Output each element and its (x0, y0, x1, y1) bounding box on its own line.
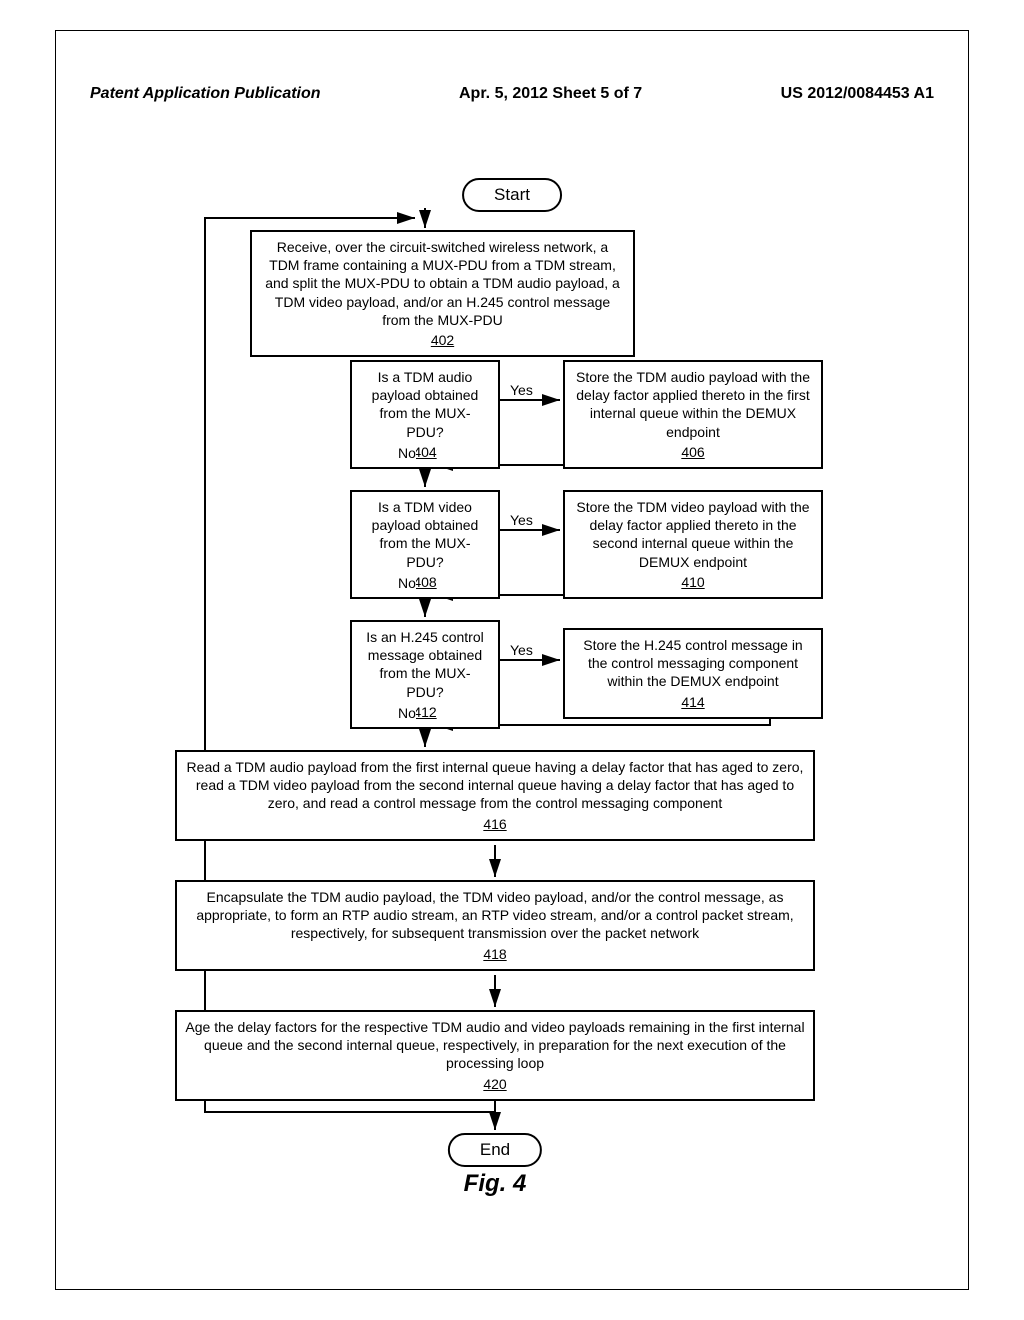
end-label: End (480, 1140, 510, 1159)
label-408-no: No (398, 575, 416, 591)
box-418: Encapsulate the TDM audio payload, the T… (175, 880, 815, 971)
box-418-ref: 418 (483, 945, 506, 963)
box-416-ref: 416 (483, 815, 506, 833)
box-406-ref: 406 (681, 443, 704, 461)
box-420-ref: 420 (483, 1075, 506, 1093)
terminal-start: Start (462, 178, 562, 212)
box-408: Is a TDM video payload obtained from the… (350, 490, 500, 599)
box-402-text: Receive, over the circuit-switched wirel… (265, 239, 620, 328)
page-header: Patent Application Publication Apr. 5, 2… (0, 85, 1024, 103)
label-404-yes: Yes (510, 382, 533, 398)
box-414: Store the H.245 control message in the c… (563, 628, 823, 719)
label-412-no: No (398, 705, 416, 721)
box-406: Store the TDM audio payload with the del… (563, 360, 823, 469)
box-414-ref: 414 (681, 693, 704, 711)
box-406-text: Store the TDM audio payload with the del… (576, 369, 810, 440)
label-412-yes: Yes (510, 642, 533, 658)
box-404-text: Is a TDM audio payload obtained from the… (372, 369, 479, 440)
flowchart: Start Receive, over the circuit-switched… (55, 150, 969, 1290)
box-418-text: Encapsulate the TDM audio payload, the T… (196, 889, 793, 941)
label-404-no: No (398, 445, 416, 461)
box-416-text: Read a TDM audio payload from the first … (187, 759, 804, 811)
box-410: Store the TDM video payload with the del… (563, 490, 823, 599)
box-414-text: Store the H.245 control message in the c… (583, 637, 802, 689)
box-410-text: Store the TDM video payload with the del… (576, 499, 809, 570)
header-left: Patent Application Publication (90, 85, 321, 103)
header-right: US 2012/0084453 A1 (781, 85, 934, 103)
box-410-ref: 410 (681, 573, 704, 591)
box-412-ref: 412 (413, 703, 436, 721)
header-center: Apr. 5, 2012 Sheet 5 of 7 (459, 85, 642, 103)
box-404-ref: 404 (413, 443, 436, 461)
box-420-text: Age the delay factors for the respective… (185, 1019, 804, 1071)
start-label: Start (494, 185, 530, 204)
box-412-text: Is an H.245 control message obtained fro… (366, 629, 484, 700)
box-404: Is a TDM audio payload obtained from the… (350, 360, 500, 469)
box-408-text: Is a TDM video payload obtained from the… (372, 499, 479, 570)
label-408-yes: Yes (510, 512, 533, 528)
box-408-ref: 408 (413, 573, 436, 591)
box-416: Read a TDM audio payload from the first … (175, 750, 815, 841)
box-420: Age the delay factors for the respective… (175, 1010, 815, 1101)
box-402-ref: 402 (431, 331, 454, 349)
terminal-end: End (448, 1133, 542, 1167)
box-402: Receive, over the circuit-switched wirel… (250, 230, 635, 357)
box-412: Is an H.245 control message obtained fro… (350, 620, 500, 729)
figure-label: Fig. 4 (464, 1170, 527, 1198)
